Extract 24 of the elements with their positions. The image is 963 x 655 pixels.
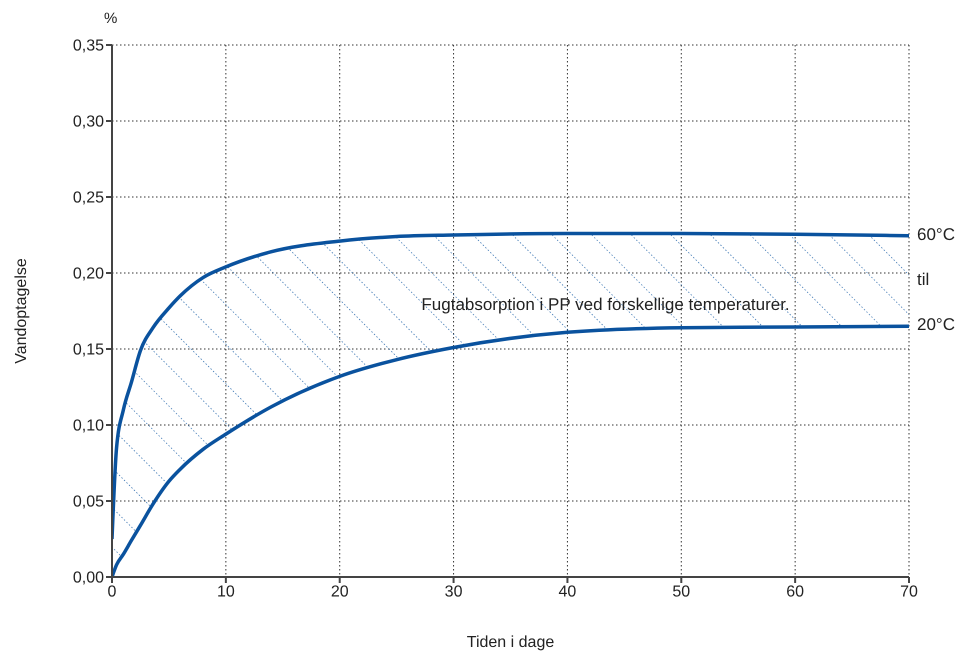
line-series bbox=[112, 232, 909, 541]
text: % bbox=[104, 10, 118, 27]
y-tick-label: 0,20 bbox=[72, 266, 104, 283]
series-label: 60°C bbox=[917, 224, 955, 245]
series-label: 20°C bbox=[917, 315, 955, 336]
y-tick-label: 0,35 bbox=[72, 38, 104, 55]
x-tick-label: 50 bbox=[672, 583, 690, 600]
y-tick-label: 0,15 bbox=[72, 342, 104, 359]
y-axis-title: Vandoptagelse bbox=[13, 258, 31, 364]
x-tick-label: 30 bbox=[444, 583, 463, 600]
x-tick-label: 20 bbox=[330, 583, 349, 600]
y-tick-label: 0,10 bbox=[72, 418, 104, 435]
x-axis-title: Tiden i dage bbox=[466, 634, 554, 652]
annotation: Fugtabsorption i PP ved forskellige temperaturer. bbox=[421, 295, 790, 315]
x-tick-label: 0 bbox=[108, 583, 117, 600]
y-tick-label: 0,00 bbox=[72, 570, 104, 587]
x-tick-label: 10 bbox=[216, 583, 235, 600]
y-tick-label: 0,25 bbox=[72, 190, 104, 207]
x-tick-label: 70 bbox=[900, 583, 918, 600]
text: til bbox=[917, 270, 930, 290]
x-tick-label: 60 bbox=[786, 583, 804, 600]
x-tick-label: 40 bbox=[558, 583, 576, 600]
y-tick-label: 0,05 bbox=[72, 494, 104, 511]
y-tick-label: 0,30 bbox=[72, 114, 104, 131]
